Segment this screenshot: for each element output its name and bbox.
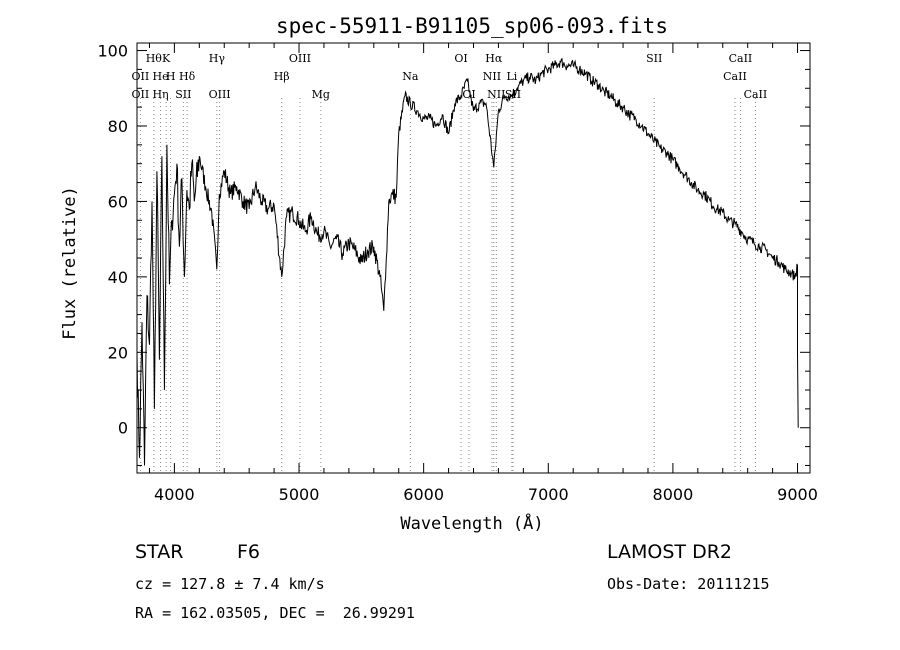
y-tick-label: 20 xyxy=(108,343,128,362)
line-label: OIII xyxy=(209,88,231,101)
x-tick-label: 7000 xyxy=(528,485,569,504)
x-axis: 4000 5000 6000 7000 8000 9000 xyxy=(148,43,818,504)
x-tick-label: 4000 xyxy=(154,485,195,504)
x-tick-label: 5000 xyxy=(279,485,320,504)
x-tick-label: 8000 xyxy=(653,485,694,504)
line-label: Li xyxy=(506,70,517,83)
redshift: cz = 127.8 ± 7.4 km/s xyxy=(135,575,325,593)
y-tick-label: 0 xyxy=(118,419,128,438)
line-label: H xyxy=(166,70,176,83)
spectrum-line xyxy=(136,58,799,466)
y-axis: 0 20 40 60 80 100 xyxy=(97,42,810,466)
line-label: OIII xyxy=(289,52,311,65)
line-label: SII xyxy=(646,52,662,65)
line-label: CaII xyxy=(723,70,747,83)
coordinates: RA = 162.03505, DEC = 26.99291 xyxy=(135,604,415,622)
subclass: F6 xyxy=(237,541,261,563)
line-label: OI xyxy=(462,88,475,101)
line-label: K xyxy=(162,52,171,65)
x-axis-label: Wavelength (Å) xyxy=(400,512,543,534)
y-tick-label: 100 xyxy=(97,42,128,61)
line-label: CaII xyxy=(729,52,753,65)
line-label: Hδ xyxy=(179,70,196,83)
line-label: Hθ xyxy=(146,52,163,65)
line-label: NII xyxy=(483,70,501,83)
line-label: OII xyxy=(132,70,150,83)
object-class: STAR xyxy=(135,541,184,563)
line-label: Hα xyxy=(485,52,503,65)
line-label: Hη xyxy=(152,88,168,101)
line-label: Hβ xyxy=(274,70,290,83)
survey-name: LAMOST DR2 xyxy=(607,541,732,563)
line-label: He xyxy=(153,70,169,83)
y-tick-label: 60 xyxy=(108,192,128,211)
line-label: SII xyxy=(175,88,191,101)
y-tick-label: 40 xyxy=(108,268,128,287)
line-label: OII xyxy=(132,88,150,101)
line-label: Mg xyxy=(312,88,330,101)
line-label: NII xyxy=(487,88,505,101)
line-label: Na xyxy=(402,70,419,83)
line-label: OI xyxy=(454,52,467,65)
emission-line-labels: Hθ OII OII Hη K HeH SII Hδ Hγ OIII Hβ OIII Mg Na OI OI H… xyxy=(132,52,768,101)
line-label: Hγ xyxy=(209,52,226,65)
y-tick-label: 80 xyxy=(108,117,128,136)
y-axis-label: Flux (relative) xyxy=(60,186,80,340)
chart-title: spec-55911-B91105_sp06-093.fits xyxy=(276,14,668,38)
x-tick-label: 9000 xyxy=(777,485,818,504)
line-label: CaII xyxy=(744,88,768,101)
x-tick-label: 6000 xyxy=(403,485,444,504)
emission-line-markers xyxy=(139,98,756,473)
obs-date: Obs-Date: 20111215 xyxy=(607,575,770,593)
